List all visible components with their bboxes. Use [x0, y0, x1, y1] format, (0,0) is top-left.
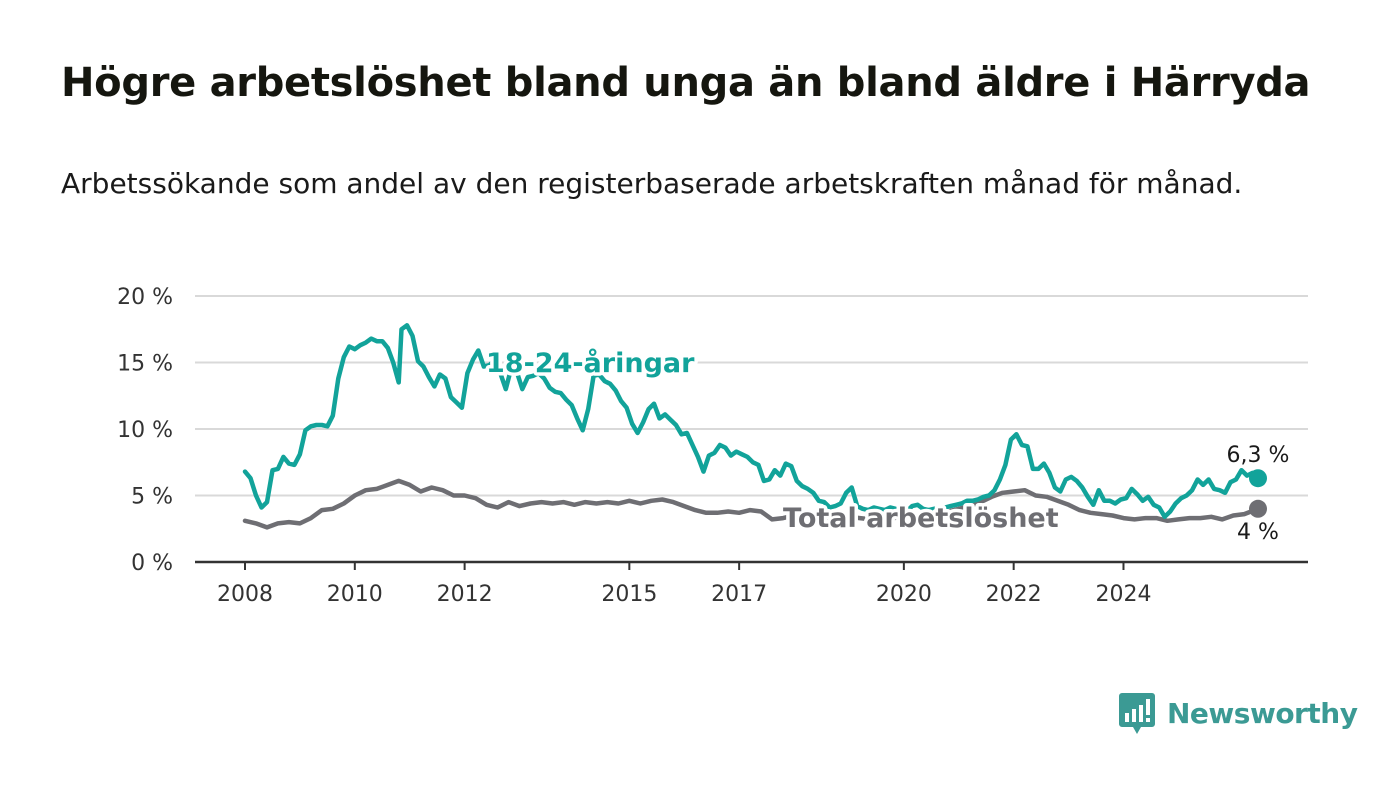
- series-label-18-24: 18-24-åringar: [486, 347, 695, 379]
- chart-subtitle: Arbetssökande som andel av den registerb…: [61, 167, 1243, 200]
- x-tick-label: 2010: [327, 582, 383, 607]
- series-lines: [242, 323, 1267, 530]
- y-tick-label: 0 %: [131, 551, 173, 576]
- x-tick-label: 2024: [1095, 582, 1151, 607]
- newsworthy-logo: Newsworthy: [1119, 691, 1358, 735]
- series-labels: 6,3 %4 %18-24-åringar18-24-åringarTotal …: [483, 344, 1290, 545]
- end-point-total: [1249, 499, 1267, 518]
- end-value-label-18-24: 6,3 %: [1227, 443, 1290, 468]
- y-tick-label: 10 %: [117, 418, 173, 443]
- x-axis: 2008 2010 2012 2015 2017 2020 2022 2024: [195, 560, 1308, 607]
- x-tick-label: 2008: [217, 582, 273, 607]
- series-label-halo-18-24: 18-24-åringar: [486, 347, 695, 379]
- x-tick-label: 2015: [601, 582, 657, 607]
- y-tick-label: 20 %: [117, 285, 173, 310]
- end-value-label-total: 4 %: [1237, 520, 1279, 545]
- x-tick-label: 2020: [876, 582, 932, 607]
- bar-chart-speech-bubble-icon: [1119, 693, 1155, 734]
- y-axis: 0 % 5 % 10 % 15 % 20 %: [117, 285, 173, 576]
- x-tick-label: 2017: [711, 582, 767, 607]
- end-point-18-24: [1249, 469, 1267, 488]
- series-line-18-24: [242, 323, 1261, 520]
- series-line-total: [242, 478, 1261, 530]
- x-tick-label: 2012: [437, 582, 493, 607]
- chart-title: Högre arbetslöshet bland unga än bland ä…: [61, 60, 1311, 106]
- series-label-halo-total: Total arbetslöshet: [783, 503, 1059, 534]
- gridlines: [195, 295, 1308, 497]
- y-tick-label: 5 %: [131, 485, 173, 510]
- series-label-total: Total arbetslöshet: [783, 503, 1059, 534]
- brand-name: Newsworthy: [1167, 696, 1358, 730]
- x-tick-label: 2022: [986, 582, 1042, 607]
- y-tick-label: 15 %: [117, 352, 173, 377]
